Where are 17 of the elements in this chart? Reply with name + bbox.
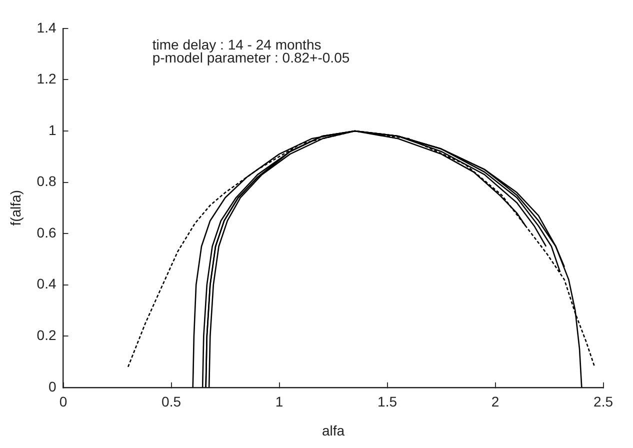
x-tick-label: 2.5: [594, 394, 614, 410]
y-tick-label: 0.6: [36, 224, 56, 240]
x-tick-label: 0: [59, 394, 68, 410]
y-tick-label: 1.2: [36, 70, 56, 87]
y-axis-title: f(alfa): [7, 190, 24, 226]
x-tick-label: 1.5: [378, 394, 398, 410]
x-tick-label: 2: [491, 394, 500, 410]
y-tick-label: 0: [48, 378, 56, 394]
y-tick-label: 1.4: [36, 19, 56, 36]
y-tick-label: 1: [48, 122, 56, 138]
y-tick-label: 0.8: [36, 173, 56, 190]
y-tick-label: 0.4: [36, 276, 56, 292]
x-tick-label: 1: [275, 394, 284, 410]
annotation: time delay : 14 - 24 months: [152, 36, 322, 52]
x-axis-title: alfa: [322, 422, 345, 438]
x-tick-label: 0.5: [162, 394, 182, 410]
y-tick-label: 0.2: [36, 326, 56, 343]
